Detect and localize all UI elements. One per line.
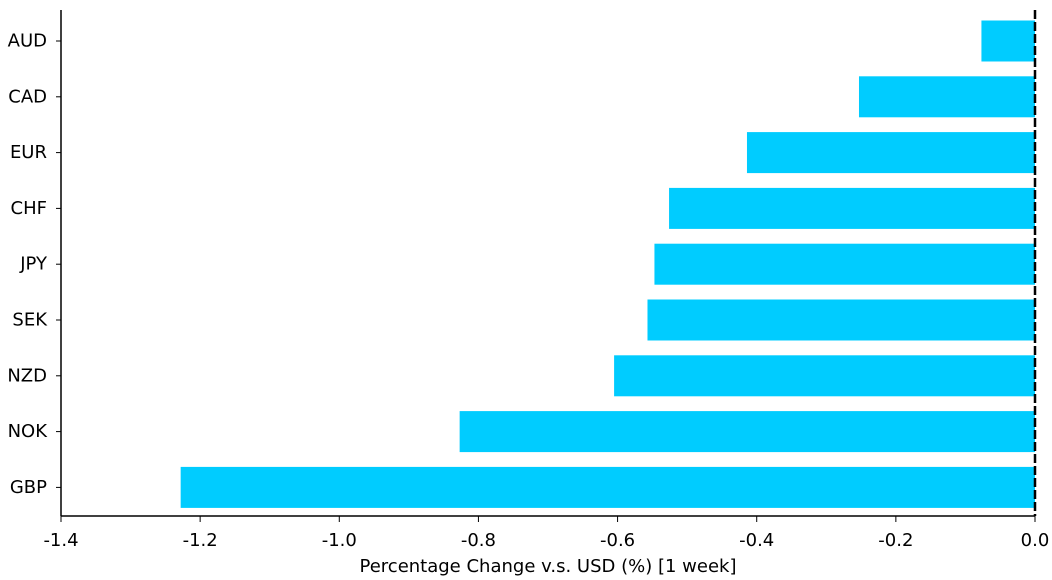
y-tick-label-aud: AUD [8,31,47,52]
y-tick-label-eur: EUR [10,142,47,163]
x-tick-label: -1.0 [322,530,357,551]
y-tick-label-gbp: GBP [10,477,47,498]
y-tick-label-sek: SEK [12,310,48,331]
bar-sek [647,299,1035,341]
x-tick-label: 0.0 [1021,530,1050,551]
x-tick-label: -0.8 [461,530,496,551]
bar-jpy [654,243,1035,285]
y-tick-label-jpy: JPY [19,254,48,275]
x-tick-label: -0.4 [739,530,774,551]
y-tick-label-nok: NOK [8,421,49,442]
bar-gbp [180,466,1036,508]
x-tick-label: -0.2 [878,530,913,551]
x-tick-label: -1.2 [183,530,218,551]
bar-cad [858,76,1035,118]
x-tick-label: -1.4 [43,530,78,551]
y-tick-label-cad: CAD [8,86,47,107]
y-tick-label-chf: CHF [11,198,47,219]
bar-nok [459,411,1035,453]
x-tick-label: -0.6 [600,530,635,551]
bar-chf [669,187,1035,229]
axes-group [56,10,1036,522]
bar-nzd [614,355,1035,397]
bars-group [180,20,1036,508]
x-tick-labels: -1.4 -1.2 -1.0 -0.8 -0.6 -0.4 -0.2 0.0 [43,530,1049,551]
x-axis-title: Percentage Change v.s. USD (%) [1 week] [360,556,737,577]
y-tick-labels: AUD CAD EUR CHF JPY SEK NZD NOK GBP [7,31,48,498]
bar-eur [746,132,1035,174]
y-tick-label-nzd: NZD [7,365,47,386]
bar-aud [981,20,1035,62]
